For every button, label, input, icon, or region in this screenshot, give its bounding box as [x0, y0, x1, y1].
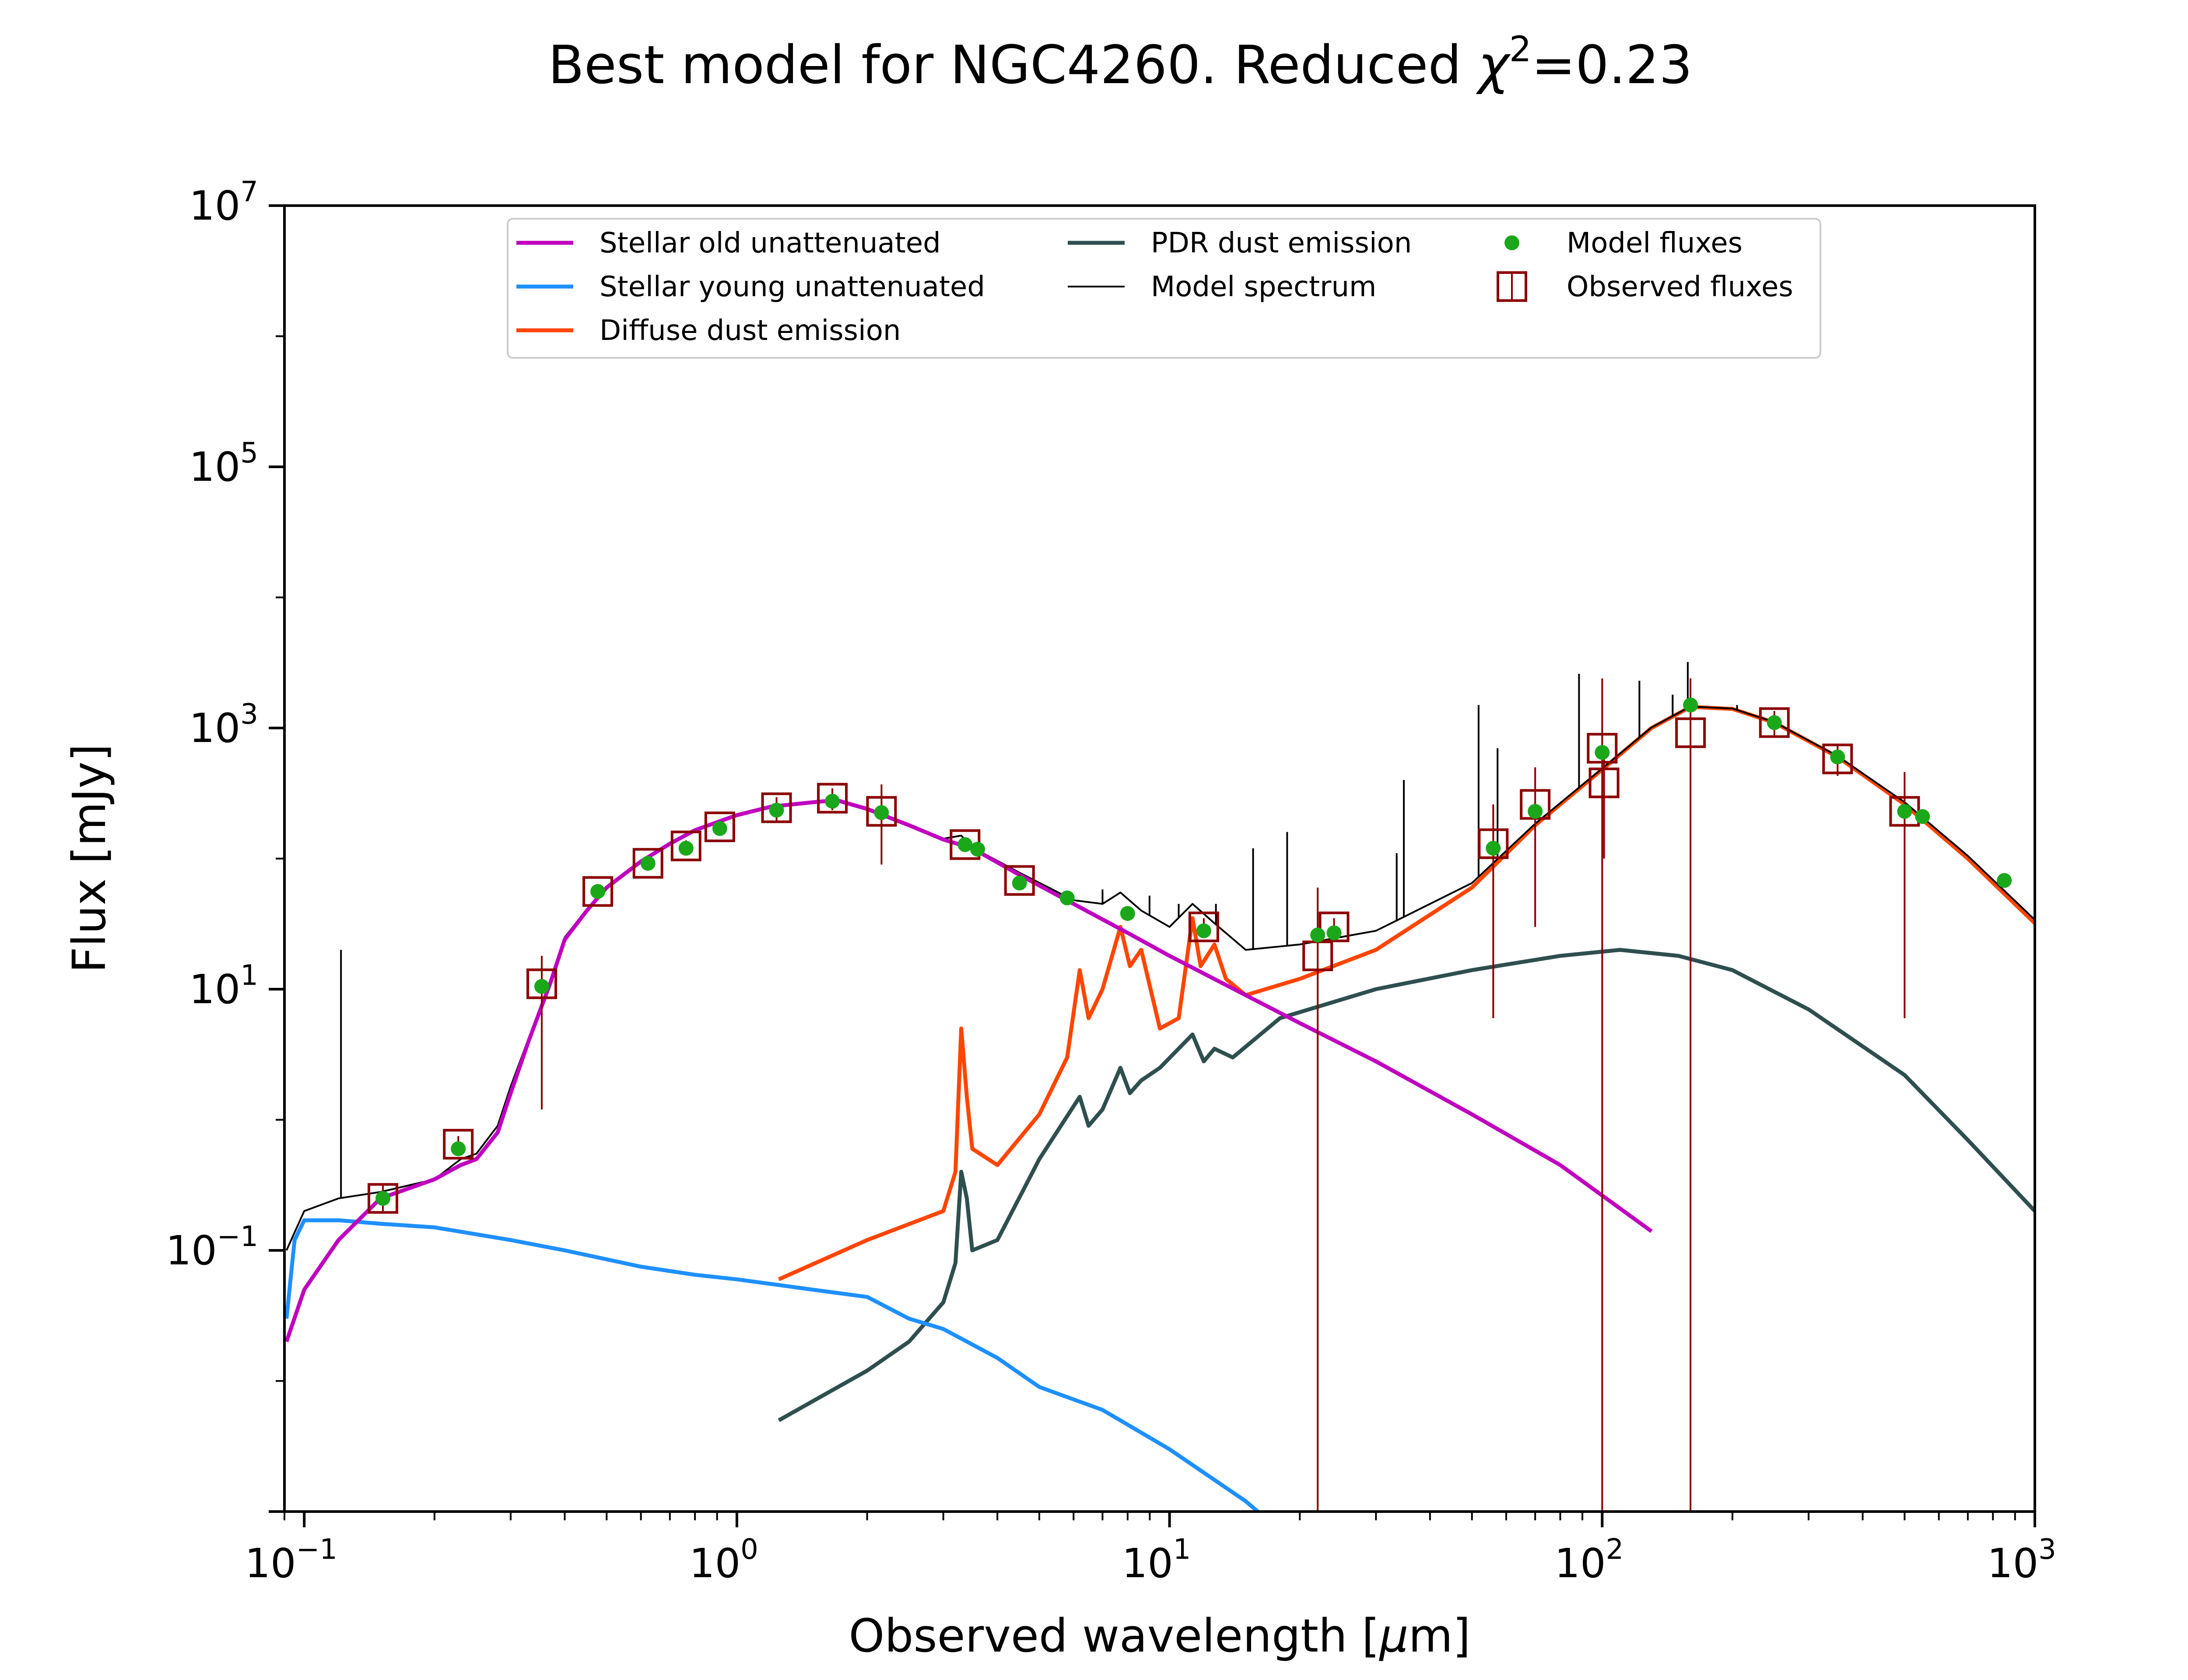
observed-flux-marker: [632, 848, 663, 879]
plot-frame: [283, 204, 2036, 1513]
observed-flux-marker: [526, 968, 558, 999]
x-axis-label-pre: Observed wavelength [: [849, 1609, 1380, 1662]
y-tick-label: 105: [189, 437, 258, 490]
observed-flux-marker: [1587, 733, 1618, 764]
y-tick-label: 101: [189, 959, 258, 1013]
legend-item-model-spectrum: Model spectrum: [1068, 271, 1376, 303]
observed-flux-marker: [866, 796, 897, 827]
model-flux-point: [678, 840, 694, 856]
series-layer: [284, 705, 2035, 1512]
legend-item-model-fluxes: Model fluxes: [1504, 227, 1743, 259]
observed-flux-marker: [368, 1183, 399, 1214]
legend-item-stellar-young-unattenuated: Stellar young unattenuated: [516, 271, 985, 303]
observed-flux-marker: [443, 1129, 474, 1160]
model-flux-point: [1012, 875, 1027, 891]
model-flux-point: [1595, 745, 1610, 760]
legend-item-observed-fluxes: Observed fluxes: [1497, 271, 1793, 303]
observed-flux-marker: [670, 830, 701, 861]
x-tick-label: 103: [1987, 1533, 2056, 1587]
observed-flux-marker: [704, 811, 735, 842]
observed-flux-marker: [761, 792, 792, 823]
observed-flux-marker: [1588, 767, 1620, 798]
observed-fluxes-layer: [368, 707, 1920, 1214]
model-flux-point: [1767, 715, 1782, 730]
x-axis-label-post: m]: [1409, 1609, 1471, 1662]
observed-flux-marker: [1759, 707, 1790, 738]
legend: Stellar old unattenuated Stellar young un…: [507, 218, 1821, 359]
errorbar-layer: [382, 678, 1906, 1512]
model-flux-point: [1120, 906, 1135, 921]
legend-label: PDR dust emission: [1151, 227, 1412, 259]
series-stellar-old-unattenuated: [284, 798, 1653, 1343]
y-tick-label: 103: [189, 698, 258, 752]
chart-title-eq: =0.23: [1532, 35, 1693, 96]
model-flux-point: [712, 821, 727, 836]
y-tick-label: 107: [189, 176, 258, 229]
model-flux-point: [970, 842, 985, 857]
legend-item-pdr-dust-emission: PDR dust emission: [1068, 227, 1412, 259]
y-axis-label: Flux [mJy]: [63, 744, 116, 973]
model-flux-point: [1059, 890, 1075, 906]
model-fluxes-layer: [375, 697, 2012, 1206]
model-flux-point: [640, 856, 656, 871]
y-tick-label: 10−1: [166, 1221, 258, 1274]
legend-label: Stellar old unattenuated: [600, 227, 941, 259]
model-flux-point: [1897, 804, 1912, 819]
series-stellar-young-unattenuated: [284, 1218, 1259, 1512]
model-flux-point: [375, 1191, 391, 1206]
model-flux-point: [874, 805, 889, 820]
legend-item-stellar-old-unattenuated: Stellar old unattenuated: [516, 227, 941, 259]
legend-swatch: [1504, 235, 1519, 250]
x-axis: 10−1 100 101 102 103: [245, 1512, 2056, 1587]
chart-title-chi: χ: [1476, 35, 1511, 96]
model-flux-point: [769, 802, 784, 818]
observed-flux-marker: [1478, 828, 1509, 859]
legend-item-diffuse-dust-emission: Diffuse dust emission: [516, 315, 901, 347]
legend-label: Model fluxes: [1567, 227, 1743, 259]
model-flux-point: [1528, 804, 1543, 819]
x-axis-label: Observed wavelength [μm]: [849, 1609, 1471, 1662]
model-flux-point: [534, 979, 550, 994]
x-tick-label: 10−1: [245, 1533, 337, 1587]
legend-label: Model spectrum: [1151, 271, 1376, 303]
observed-flux-marker: [1675, 717, 1706, 748]
model-flux-point: [1683, 697, 1698, 713]
observed-flux-marker: [1822, 743, 1853, 774]
model-flux-point: [1997, 873, 2012, 888]
observed-flux-marker: [582, 876, 614, 907]
observed-flux-marker: [1004, 865, 1035, 896]
model-flux-point: [1326, 925, 1342, 941]
x-tick-label: 101: [1122, 1533, 1191, 1587]
x-tick-label: 102: [1554, 1533, 1623, 1587]
model-flux-point: [1310, 928, 1325, 943]
observed-flux-marker: [817, 783, 848, 814]
model-flux-point: [590, 884, 606, 899]
y-axis: 10−1 101 103 105 107: [166, 176, 284, 1513]
chart-title-main: Best model for NGC4260. Reduced: [548, 35, 1478, 96]
model-flux-point: [1196, 923, 1211, 938]
chart-title: Best model for NGC4260. Reduced χ2=0.23: [548, 29, 1693, 96]
model-flux-point: [1830, 749, 1845, 765]
model-flux-point: [957, 837, 973, 852]
series-model-spectrum: [285, 705, 2035, 1251]
model-flux-point: [1915, 809, 1930, 824]
observed-flux-marker: [1188, 911, 1219, 942]
chart-title-exp: 2: [1509, 29, 1532, 70]
model-flux-point: [1486, 840, 1501, 856]
legend-label: Stellar young unattenuated: [600, 271, 985, 303]
x-tick-label: 100: [689, 1533, 758, 1587]
legend-label: Diffuse dust emission: [600, 315, 901, 347]
legend-label: Observed fluxes: [1567, 271, 1793, 303]
model-flux-point: [825, 794, 840, 809]
x-axis-label-mu: μ: [1378, 1609, 1408, 1662]
legend-box: [507, 218, 1821, 359]
series-pdr-dust-emission: [778, 948, 2035, 1422]
observed-flux-marker: [1318, 911, 1350, 942]
model-flux-point: [451, 1141, 466, 1156]
